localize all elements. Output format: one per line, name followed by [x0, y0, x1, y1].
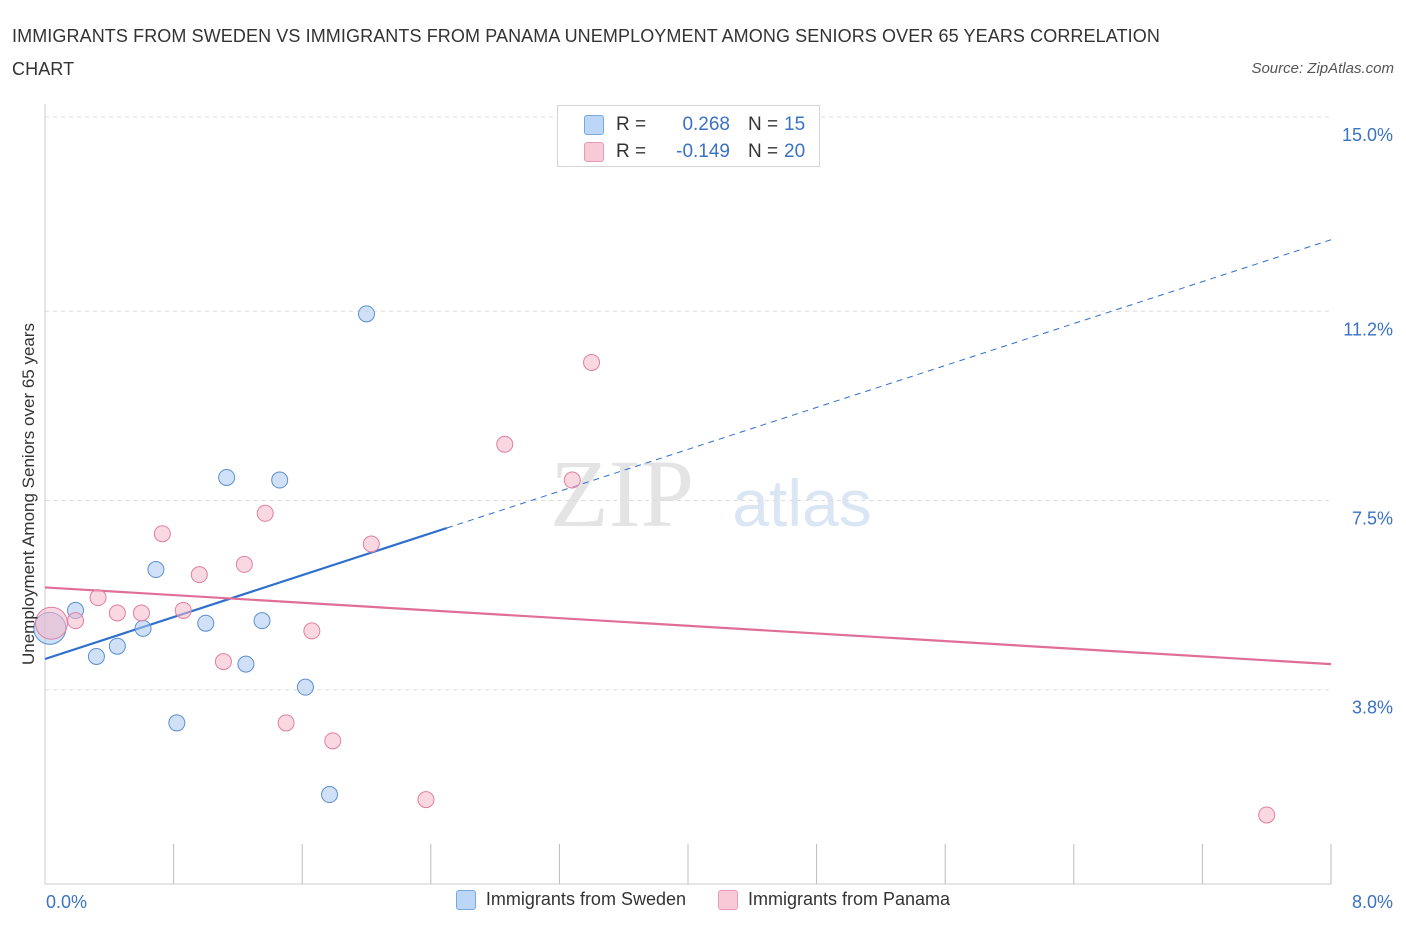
watermark-zip: ZIP: [550, 440, 694, 547]
legend-label-panama: Immigrants from Panama: [748, 889, 951, 909]
data-point-panama: [417, 791, 435, 809]
x-tick-label: 8.0%: [1352, 892, 1393, 912]
data-point-sweden: [197, 614, 215, 632]
stats-swatch-sweden: [584, 115, 604, 135]
data-point-sweden: [237, 655, 255, 673]
data-point-sweden: [296, 678, 314, 696]
data-point-panama: [583, 353, 601, 371]
data-point-panama: [108, 604, 126, 622]
tick-label-layer: 3.8% 7.5% 11.2% 15.0% 0.0% 8.0%: [46, 125, 1393, 912]
n-label: N =: [748, 141, 779, 162]
legend-label-sweden: Immigrants from Sweden: [485, 889, 686, 909]
data-point-panama: [235, 555, 253, 573]
trend-layer: [44, 239, 1332, 666]
data-point-sweden: [218, 468, 236, 486]
data-point-sweden: [168, 714, 186, 732]
data-point-sweden: [271, 471, 289, 489]
n-value: 20: [784, 141, 806, 162]
trend-line-sweden: [44, 526, 448, 661]
y-tick-label: 7.5%: [1352, 509, 1393, 529]
data-point-panama: [132, 604, 150, 622]
data-point-panama: [153, 525, 171, 543]
data-point-panama: [256, 504, 274, 522]
data-point-panama: [324, 732, 342, 750]
trend-line-extension-sweden: [446, 239, 1332, 529]
data-point-panama: [174, 601, 192, 619]
y-tick-label: 3.8%: [1352, 698, 1393, 718]
stats-row-sweden: R = 0.268 N = 15: [584, 112, 805, 138]
y-tick-label: 11.2%: [1343, 319, 1393, 339]
x-tick-label: 0.0%: [46, 892, 87, 912]
data-point-panama: [277, 714, 295, 732]
stats-legend: R = 0.268 N = 15 R = -0.149 N = 20: [557, 105, 820, 167]
watermark-atlas: atlas: [732, 466, 871, 540]
bottom-legend: Immigrants from Sweden Immigrants from P…: [0, 889, 1406, 910]
data-point-panama: [190, 566, 208, 584]
n-value: 15: [784, 114, 806, 135]
data-point-sweden: [108, 637, 126, 655]
legend-swatch-sweden: [455, 889, 476, 910]
data-point-sweden: [147, 561, 165, 579]
data-point-panama: [89, 589, 107, 607]
stats-swatch-panama: [584, 142, 604, 162]
r-value: -0.149: [676, 141, 730, 162]
legend-item-panama[interactable]: Immigrants from Panama: [718, 889, 950, 910]
data-point-sweden: [321, 786, 339, 804]
legend-swatch-panama: [718, 889, 738, 910]
trend-line-panama: [44, 586, 1332, 666]
data-point-panama: [362, 535, 380, 553]
points-layer: [33, 305, 1276, 824]
grid-layer: [45, 116, 1331, 691]
data-point-panama: [34, 606, 68, 640]
y-tick-label: 15.0%: [1342, 125, 1393, 145]
data-point-sweden: [358, 305, 375, 323]
r-label: R =: [616, 141, 647, 162]
data-point-panama: [67, 612, 85, 630]
data-point-sweden: [87, 647, 105, 665]
data-point-panama: [303, 622, 321, 640]
source-label: Source: ZipAtlas.com: [1251, 60, 1394, 77]
n-label: N =: [748, 114, 779, 135]
stats-row-panama: R = -0.149 N = 20: [584, 139, 805, 165]
data-point-sweden: [253, 612, 271, 630]
r-value: 0.268: [682, 114, 730, 135]
legend-item-sweden[interactable]: Immigrants from Sweden: [455, 889, 686, 910]
r-label: R =: [616, 114, 647, 135]
data-point-panama: [496, 435, 514, 453]
axes-layer: [44, 104, 1332, 885]
chart-title: IMMIGRANTS FROM SWEDEN VS IMMIGRANTS FRO…: [12, 26, 1160, 79]
data-point-panama: [1258, 806, 1276, 824]
y-axis-label: Unemployment Among Seniors over 65 years: [19, 323, 38, 665]
data-point-panama: [214, 653, 232, 671]
data-point-sweden: [134, 619, 152, 637]
data-point-panama: [563, 471, 581, 489]
